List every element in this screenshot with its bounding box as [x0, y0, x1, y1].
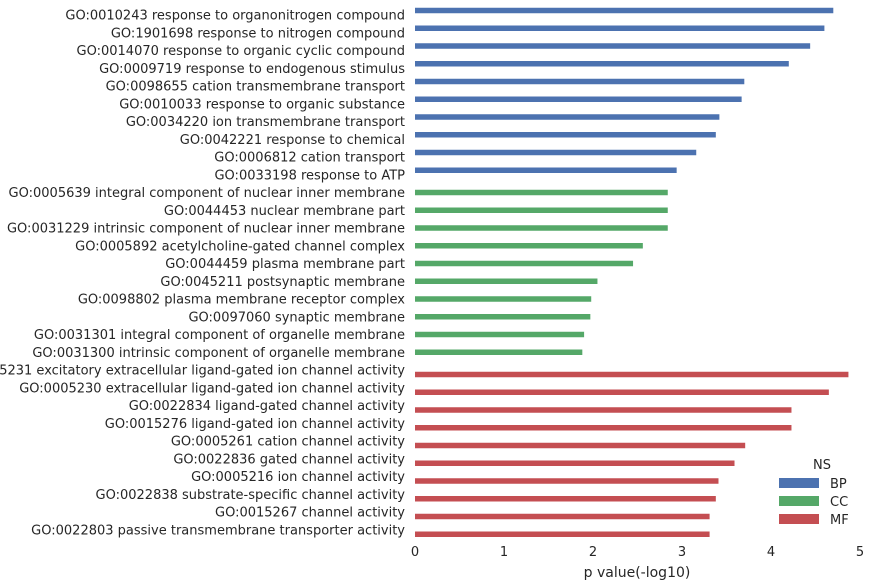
- legend-title: NS: [813, 458, 831, 473]
- bars-layer: [415, 7, 849, 537]
- bar-mf: [415, 442, 746, 449]
- bar-cc: [415, 314, 591, 320]
- bar-mf: [415, 478, 719, 484]
- bar-mf: [415, 371, 849, 378]
- bar-mf: [415, 531, 710, 537]
- y-tick-label: GO:0022838 substrate-specific channel ac…: [96, 488, 406, 503]
- y-tick-label: GO:0005230 extracellular ligand-gated io…: [19, 381, 405, 396]
- bar-cc: [415, 349, 583, 355]
- legend-label-mf: MF: [830, 513, 849, 528]
- bar-bp: [415, 78, 745, 85]
- bar-mf: [415, 425, 792, 431]
- bar-bp: [415, 96, 742, 102]
- y-tick-label: GO:0097060 synaptic membrane: [188, 310, 405, 325]
- legend-label-bp: BP: [830, 477, 847, 492]
- x-tick-label: 0: [411, 545, 419, 560]
- y-tick-label: GO:0015276 ligand-gated ion channel acti…: [105, 417, 406, 432]
- legend-swatch-cc: [779, 496, 819, 506]
- y-tick-label: GO:0044453 nuclear membrane part: [164, 204, 405, 219]
- x-tick-labels: 0 1 2 3 4 5: [411, 545, 864, 560]
- y-tick-label: GO:0006812 cation transport: [214, 151, 405, 166]
- bar-bp: [415, 43, 811, 49]
- legend-swatch-mf: [779, 514, 819, 524]
- bar-cc: [415, 278, 598, 284]
- y-tick-label: GO:0042221 response to chemical: [180, 133, 405, 148]
- y-tick-label: GO:0022834 ligand-gated channel activity: [129, 399, 406, 414]
- y-tick-label: GO:0005892 acetylcholine-gated channel c…: [75, 239, 405, 254]
- bar-mf: [415, 389, 829, 395]
- y-tick-label: GO:0009719 response to endogenous stimul…: [99, 62, 405, 77]
- legend-label-cc: CC: [830, 495, 848, 510]
- bar-bp: [415, 7, 834, 14]
- bar-mf: [415, 496, 716, 502]
- y-tick-label: GO:0005216 ion channel activity: [191, 470, 405, 485]
- y-tick-label: GO:0044459 plasma membrane part: [165, 257, 405, 272]
- legend-swatch-bp: [779, 478, 819, 488]
- bar-bp: [415, 114, 720, 120]
- bar-cc: [415, 331, 585, 338]
- y-tick-label: GO:0033198 response to ATP: [214, 168, 405, 183]
- bar-bp: [415, 25, 825, 31]
- y-tick-label: GO:0031300 intrinsic component of organe…: [32, 346, 405, 361]
- bar-bp: [415, 61, 789, 67]
- bar-cc: [415, 207, 668, 213]
- y-tick-label: GO:0010243 response to organonitrogen co…: [65, 9, 405, 24]
- bar-mf: [415, 460, 735, 466]
- y-tick-label: GO:0010033 response to organic substance: [119, 97, 405, 112]
- x-tick-label: 1: [500, 545, 508, 560]
- y-tick-label: GO:0098655 cation transmembrane transpor…: [106, 80, 405, 95]
- x-tick-label: 5: [856, 545, 864, 560]
- bar-mf: [415, 513, 710, 520]
- y-tick-label: GO:0022836 gated channel activity: [173, 452, 405, 467]
- y-tick-label: GO:0005639 integral component of nuclear…: [9, 186, 405, 201]
- y-tick-label: GO:0015267 channel activity: [215, 506, 405, 521]
- y-tick-label: GO:1901698 response to nitrogen compound: [111, 26, 405, 41]
- y-tick-label: GO:0098802 plasma membrane receptor comp…: [78, 293, 405, 308]
- y-tick-label: GO:0034220 ion transmembrane transport: [126, 115, 405, 130]
- bar-cc: [415, 225, 668, 231]
- x-tick-label: 3: [678, 545, 686, 560]
- bar-bp: [415, 132, 716, 138]
- y-tick-label: GO:0031301 integral component of organel…: [34, 328, 405, 343]
- y-tick-label: GO:0005261 cation channel activity: [171, 435, 405, 450]
- bar-bp: [415, 149, 697, 156]
- bar-cc: [415, 260, 634, 267]
- x-tick-label: 2: [589, 545, 597, 560]
- x-tick-label: 4: [767, 545, 775, 560]
- y-tick-label: GO:0005231 excitatory extracellular liga…: [0, 364, 405, 379]
- y-tick-label: GO:0022803 passive transmembrane transpo…: [31, 523, 405, 538]
- bar-cc: [415, 296, 592, 302]
- legend-entries: BP CC MF: [779, 477, 849, 528]
- x-axis-label: p value(-log10): [584, 565, 691, 581]
- bar-cc: [415, 189, 668, 196]
- bar-cc: [415, 243, 643, 249]
- y-tick-labels: GO:0010243 response to organonitrogen co…: [0, 9, 405, 539]
- legend: NS BP CC MF: [779, 458, 849, 528]
- bar-bp: [415, 167, 677, 173]
- y-tick-label: GO:0031229 intrinsic component of nuclea…: [7, 222, 405, 237]
- y-tick-label: GO:0014070 response to organic cyclic co…: [77, 44, 405, 59]
- y-tick-label: GO:0045211 postsynaptic membrane: [160, 275, 405, 290]
- bar-mf: [415, 407, 792, 413]
